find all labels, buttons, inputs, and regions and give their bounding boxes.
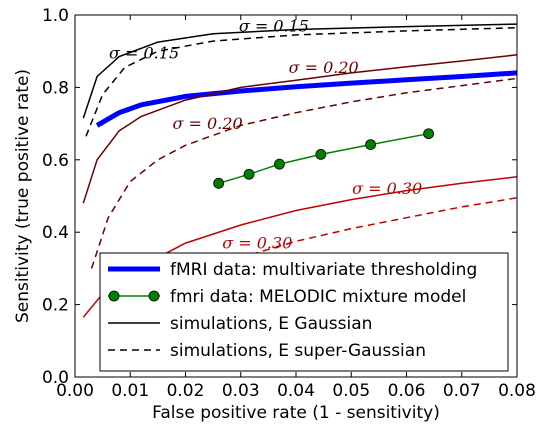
- sigma-label: σ = 0.20: [173, 114, 243, 133]
- y-tick-label: 0.6: [42, 151, 69, 171]
- y-tick-label: 0.2: [42, 296, 69, 316]
- x-tick-label: 0.01: [111, 381, 149, 401]
- sigma-label: σ = 0.30: [222, 233, 292, 252]
- x-tick-label: 0.04: [277, 381, 315, 401]
- legend-marker: [148, 290, 160, 302]
- legend-label: simulations, E Gaussian: [170, 314, 372, 334]
- sigma-label: σ = 0.15: [239, 16, 309, 35]
- series-layer: [82, 23, 517, 331]
- data-point: [213, 177, 225, 189]
- y-tick-label: 0.8: [42, 78, 69, 98]
- y-tick-label: 0.0: [42, 368, 69, 388]
- x-tick-label: 0.08: [498, 381, 536, 401]
- series-line-7: [102, 197, 517, 331]
- data-point: [315, 148, 327, 160]
- sigma-label: σ = 0.30: [352, 179, 422, 198]
- data-point: [243, 168, 255, 180]
- annotation-layer: σ = 0.15 σ = 0.15 σ = 0.20 σ = 0.20 σ = 0.30…: [109, 16, 422, 252]
- x-tick-label: 0.03: [222, 381, 260, 401]
- x-tick-label: 0.07: [443, 381, 481, 401]
- x-tick-label: 0.00: [56, 381, 94, 401]
- sigma-label: σ = 0.15: [109, 43, 179, 62]
- x-tick-label: 0.06: [388, 381, 426, 401]
- legend-box: [99, 252, 509, 372]
- y-axis-title: Sensitivity (true positive rate): [13, 69, 33, 323]
- sigma-label: σ = 0.20: [289, 58, 359, 77]
- x-tick-label: 0.02: [167, 381, 205, 401]
- series-line-0: [95, 70, 517, 128]
- tick-layer: 0.00 0.01 0.02 0.03 0.04 0.05 0.06 0.07 0.08 0.0 0…: [42, 6, 536, 401]
- y-tick-label: 1.0: [42, 6, 69, 26]
- y-tick-label: 0.4: [42, 223, 69, 243]
- x-tick-label: 0.05: [332, 381, 370, 401]
- data-point: [274, 158, 285, 170]
- series-line-2: [82, 23, 517, 119]
- legend-marker: [108, 290, 120, 302]
- legend-label: fMRI data: multivariate thresholding: [170, 260, 477, 280]
- series-line-3: [85, 26, 517, 137]
- data-point: [365, 139, 376, 150]
- legend-label: simulations, E super-Gaussian: [170, 341, 426, 361]
- legend-label: fmri data: MELODIC mixture model: [170, 287, 466, 307]
- legend: fMRI data: multivariate thresholding fmri…: [99, 252, 509, 372]
- series-line-4: [82, 54, 517, 204]
- data-point: [423, 128, 435, 140]
- series-line-5: [90, 77, 517, 269]
- x-axis-title: False positive rate (1 - sensitivity): [152, 403, 440, 423]
